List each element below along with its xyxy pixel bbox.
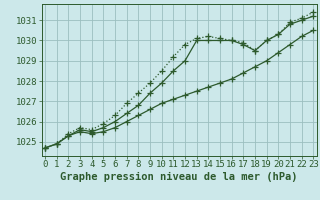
X-axis label: Graphe pression niveau de la mer (hPa): Graphe pression niveau de la mer (hPa) — [60, 172, 298, 182]
